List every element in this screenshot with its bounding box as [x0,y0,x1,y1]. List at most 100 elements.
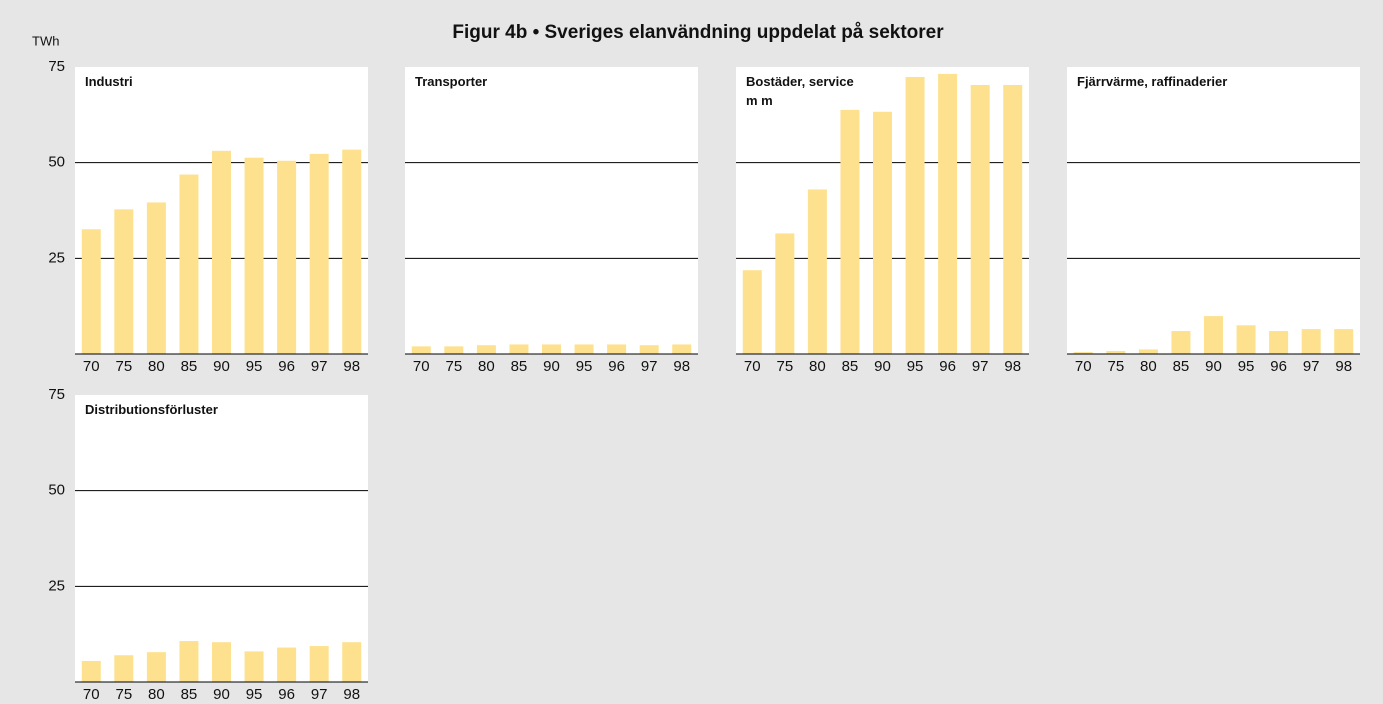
bar [1073,352,1093,354]
y-tick-label: 75 [48,58,65,75]
chart-title: Figur 4b • Sveriges elanvändning uppdela… [452,22,944,43]
bar [146,202,166,354]
bar [1171,331,1191,354]
x-tick-label: 85 [1173,358,1190,375]
bar [476,345,496,354]
y-tick-label: 50 [48,154,65,171]
x-tick-label: 75 [115,358,132,375]
bar [607,344,627,354]
bar [342,642,362,682]
x-tick-label: 75 [115,686,132,703]
x-tick-label: 97 [311,686,328,703]
bar [244,157,264,354]
bar [444,346,464,354]
bar [1269,331,1289,354]
x-tick-label: 85 [181,358,198,375]
x-tick-label: 97 [972,358,989,375]
x-tick-label: 95 [907,358,924,375]
bar [114,655,134,682]
bar [179,641,199,682]
panel-title: Bostäder, service m m [746,74,854,108]
bar [309,646,329,682]
y-tick-label: 50 [48,482,65,499]
x-tick-label: 97 [641,358,658,375]
bar [277,647,297,682]
bar [938,73,958,354]
x-tick-label: 80 [148,358,165,375]
x-tick-label: 98 [343,358,360,375]
x-tick-label: 85 [842,358,859,375]
x-tick-label: 80 [1140,358,1157,375]
x-tick-label: 98 [1004,358,1021,375]
bar [639,345,659,354]
x-tick-label: 95 [576,358,593,375]
bar [1106,350,1126,354]
x-tick-label: 90 [874,358,891,375]
x-tick-label: 96 [278,686,295,703]
bar [775,233,795,354]
x-tick-label: 97 [311,358,328,375]
bar [309,153,329,354]
bar [970,84,990,354]
panel [75,395,368,682]
x-tick-label: 96 [608,358,625,375]
unit-label: TWh [32,33,59,48]
bar [179,174,199,354]
bar [81,229,101,354]
bar [277,160,297,354]
x-tick-label: 90 [213,358,230,375]
bar [672,344,692,354]
panel-title: Transporter [415,74,488,89]
x-tick-label: 97 [1303,358,1320,375]
x-tick-label: 80 [809,358,826,375]
panel [1067,67,1360,354]
x-tick-label: 70 [1075,358,1092,375]
x-tick-label: 70 [413,358,430,375]
x-tick-label: 75 [445,358,462,375]
x-tick-label: 95 [246,358,263,375]
bar [1138,349,1158,354]
x-tick-label: 80 [478,358,495,375]
x-tick-label: 90 [213,686,230,703]
x-tick-label: 96 [1270,358,1287,375]
bar [873,111,892,354]
bar [81,660,101,682]
x-tick-label: 95 [246,686,263,703]
x-tick-label: 75 [776,358,793,375]
bar [807,189,827,354]
bar [342,149,362,354]
bar [212,642,231,682]
x-tick-label: 96 [939,358,956,375]
bar [1003,84,1023,354]
bar [146,652,166,682]
panel-title: Industri [85,74,133,89]
bar [742,270,762,354]
x-tick-label: 85 [511,358,528,375]
x-tick-label: 90 [543,358,560,375]
y-tick-label: 75 [48,386,65,403]
y-tick-label: 25 [48,577,65,594]
bar [1301,329,1321,354]
x-tick-label: 70 [83,686,100,703]
x-tick-label: 98 [1335,358,1352,375]
x-tick-label: 70 [83,358,100,375]
bar [905,76,925,354]
x-tick-label: 98 [673,358,690,375]
x-tick-label: 80 [148,686,165,703]
bar [1334,329,1354,354]
x-tick-label: 96 [278,358,295,375]
x-tick-label: 95 [1238,358,1255,375]
panel-title: Distributionsförluster [85,402,218,417]
bar [1204,316,1223,354]
x-tick-label: 75 [1107,358,1124,375]
bar [574,344,594,354]
panel-title: Fjärrvärme, raffinaderier [1077,74,1228,89]
bar [840,109,860,354]
y-tick-label: 25 [48,249,65,266]
x-tick-label: 90 [1205,358,1222,375]
bar [542,344,561,354]
bar [1236,325,1256,354]
bar [212,150,231,354]
